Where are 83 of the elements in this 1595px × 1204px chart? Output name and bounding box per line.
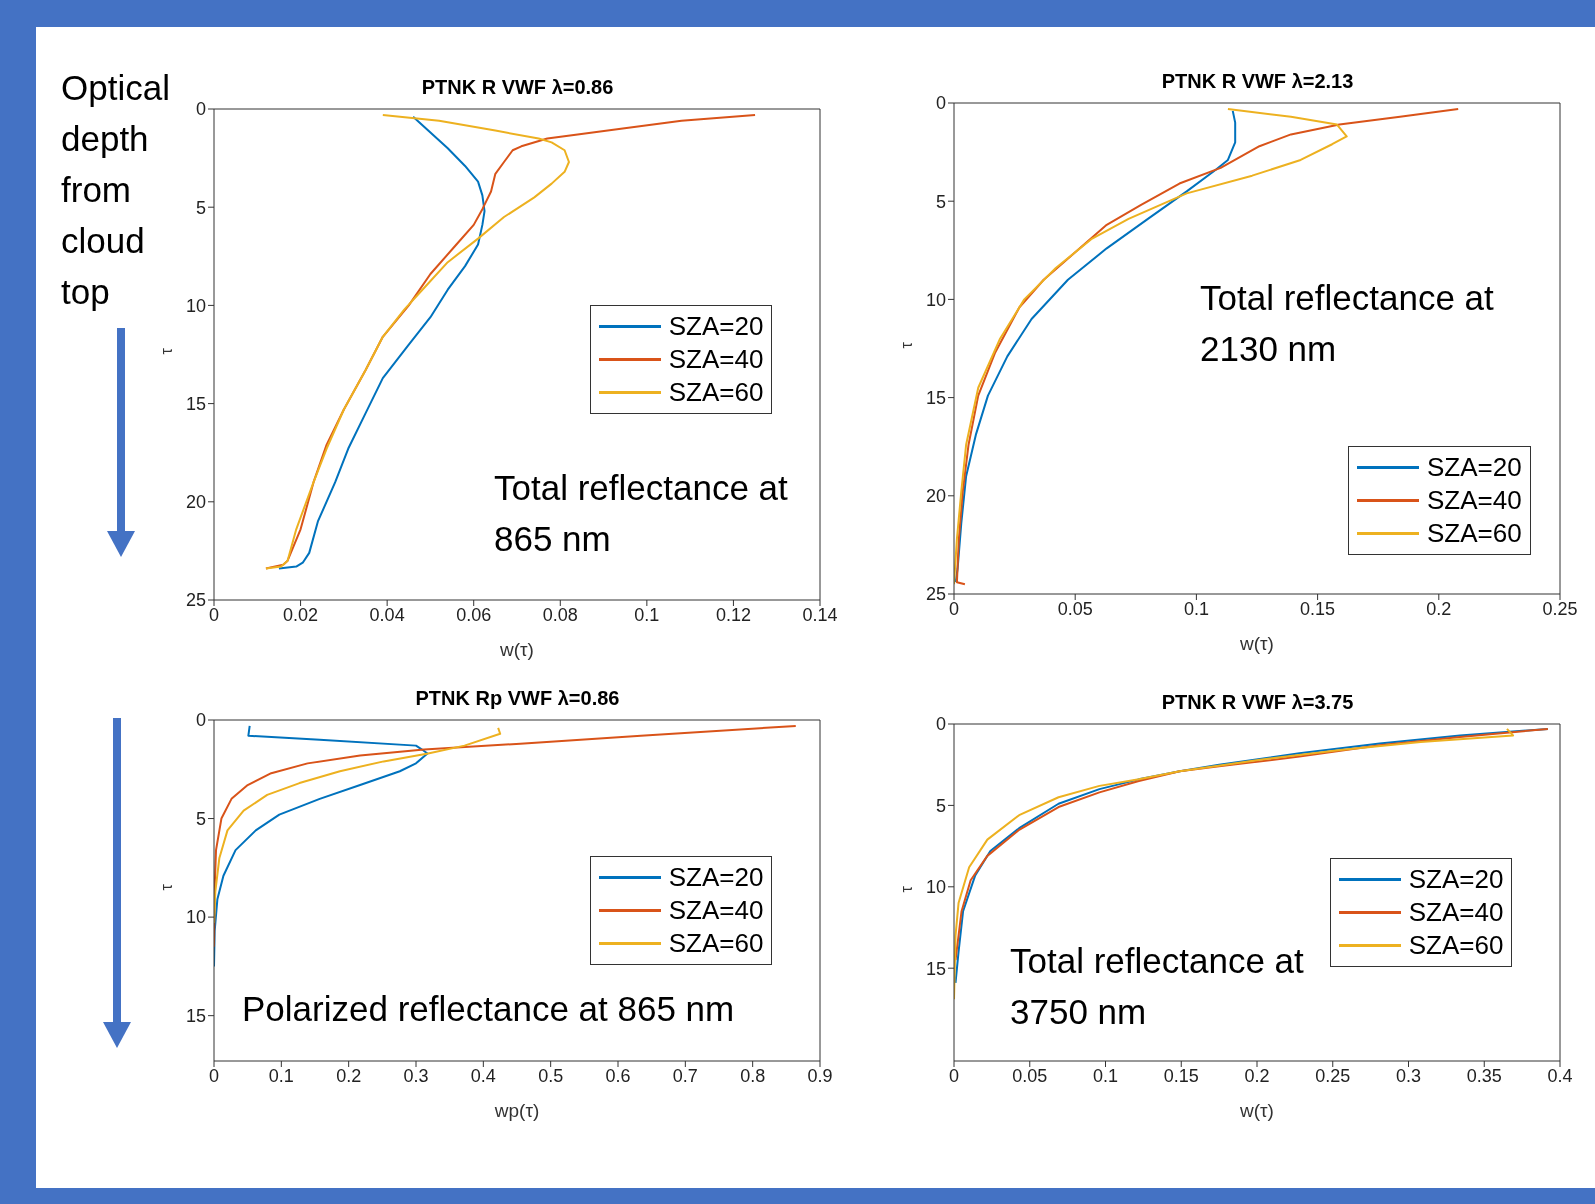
legend-label: SZA=60 bbox=[1408, 929, 1504, 963]
y-tick-label: 15 bbox=[185, 393, 206, 414]
legend-label: SZA=40 bbox=[668, 893, 764, 927]
y-tick-label: 15 bbox=[925, 958, 946, 979]
legend-label: SZA=40 bbox=[1426, 483, 1522, 517]
x-tick-label: 0.25 bbox=[1315, 1065, 1351, 1086]
annotation: Total reflectance at 2130 nm bbox=[1200, 277, 1495, 370]
annotation: Polarized reflectance at 865 nm bbox=[242, 988, 736, 1030]
y-axis-title: τ bbox=[897, 341, 915, 349]
x-tick-label: 0.2 bbox=[1426, 598, 1452, 619]
legend-label: SZA=60 bbox=[668, 375, 764, 409]
x-tick-label: 0.14 bbox=[802, 604, 838, 625]
chart-title: PTNK R VWF λ=0.86 bbox=[420, 76, 615, 99]
x-tick-label: 0 bbox=[948, 1065, 960, 1086]
legend-label: SZA=20 bbox=[668, 309, 764, 343]
x-tick-label: 0.06 bbox=[456, 604, 492, 625]
x-tick-label: 0.1 bbox=[1092, 1065, 1119, 1086]
y-tick-label: 15 bbox=[925, 387, 946, 408]
legend-label: SZA=40 bbox=[1408, 896, 1504, 930]
y-tick-label: 0 bbox=[935, 714, 946, 735]
line-series bbox=[277, 115, 486, 570]
y-tick-label: 5 bbox=[195, 808, 206, 829]
y-tick-label: 0 bbox=[195, 99, 206, 120]
x-axis-title: w(τ) bbox=[1239, 1100, 1274, 1121]
chart-title: PTNK R VWF λ=3.75 bbox=[1160, 691, 1355, 714]
y-tick-label: 15 bbox=[185, 1006, 206, 1027]
legend-label: SZA=20 bbox=[668, 860, 764, 894]
legend-label: SZA=60 bbox=[668, 926, 764, 960]
x-tick-label: 0.15 bbox=[1300, 598, 1336, 619]
x-tick-label: 0.15 bbox=[1163, 1065, 1199, 1086]
y-tick-label: 5 bbox=[935, 191, 946, 212]
x-tick-label: 0.5 bbox=[538, 1065, 564, 1086]
x-tick-label: 0.2 bbox=[1244, 1065, 1270, 1086]
x-axis-title: wp(τ) bbox=[493, 1100, 540, 1121]
x-tick-label: 0.1 bbox=[268, 1065, 294, 1086]
x-tick-label: 0.02 bbox=[283, 604, 319, 625]
y-tick-label: 20 bbox=[925, 486, 946, 507]
x-tick-label: 0.9 bbox=[807, 1065, 833, 1086]
legend-label: SZA=20 bbox=[1408, 863, 1504, 897]
x-tick-label: 0.6 bbox=[605, 1065, 631, 1086]
y-axis-title: τ bbox=[157, 347, 175, 355]
x-tick-label: 0.12 bbox=[715, 604, 751, 625]
x-tick-label: 0.8 bbox=[740, 1065, 766, 1086]
x-tick-label: 0.1 bbox=[634, 604, 660, 625]
y-tick-label: 5 bbox=[935, 795, 946, 816]
y-tick-label: 25 bbox=[185, 590, 206, 611]
annotation: Total reflectance at 865 nm bbox=[494, 467, 789, 560]
x-tick-label: 0 bbox=[948, 598, 960, 619]
legend-label: SZA=20 bbox=[1426, 450, 1522, 484]
y-tick-label: 5 bbox=[195, 197, 206, 218]
y-axis-title: τ bbox=[157, 883, 175, 891]
x-axis-title: w(τ) bbox=[1239, 633, 1274, 654]
y-tick-label: 0 bbox=[195, 710, 206, 731]
y-tick-label: 10 bbox=[925, 877, 946, 898]
y-tick-label: 0 bbox=[935, 93, 946, 114]
y-tick-label: 10 bbox=[925, 289, 946, 310]
y-tick-label: 20 bbox=[185, 492, 206, 513]
x-tick-label: 0.05 bbox=[1012, 1065, 1048, 1086]
legend-label: SZA=40 bbox=[668, 342, 764, 376]
x-tick-label: 0 bbox=[208, 1065, 220, 1086]
x-tick-label: 0.7 bbox=[672, 1065, 698, 1086]
y-tick-label: 10 bbox=[185, 907, 206, 928]
x-tick-label: 0.08 bbox=[542, 604, 578, 625]
x-tick-label: 0.2 bbox=[336, 1065, 362, 1086]
x-tick-label: 0.04 bbox=[369, 604, 405, 625]
x-tick-label: 0.05 bbox=[1057, 598, 1093, 619]
x-tick-label: 0.35 bbox=[1466, 1065, 1502, 1086]
text: Optical depth from cloud top bbox=[61, 68, 170, 311]
y-tick-label: 25 bbox=[925, 584, 946, 605]
x-tick-label: 0.4 bbox=[470, 1065, 496, 1086]
x-axis-title: w(τ) bbox=[499, 639, 534, 660]
chart-title: PTNK R VWF λ=2.13 bbox=[1160, 70, 1355, 93]
x-tick-label: 0.1 bbox=[1183, 598, 1209, 619]
chart-title: PTNK Rp VWF λ=0.86 bbox=[414, 687, 621, 710]
x-tick-label: 0.3 bbox=[403, 1065, 429, 1086]
x-tick-label: 0.25 bbox=[1542, 598, 1578, 619]
y-axis-title: τ bbox=[897, 885, 915, 893]
x-tick-label: 0.3 bbox=[1395, 1065, 1422, 1086]
y-tick-label: 10 bbox=[185, 295, 206, 316]
annotation: Total reflectance at 3750 nm bbox=[1010, 940, 1305, 1033]
legend-label: SZA=60 bbox=[1426, 516, 1522, 550]
x-tick-label: 0.4 bbox=[1547, 1065, 1573, 1086]
x-tick-label: 0 bbox=[208, 604, 220, 625]
